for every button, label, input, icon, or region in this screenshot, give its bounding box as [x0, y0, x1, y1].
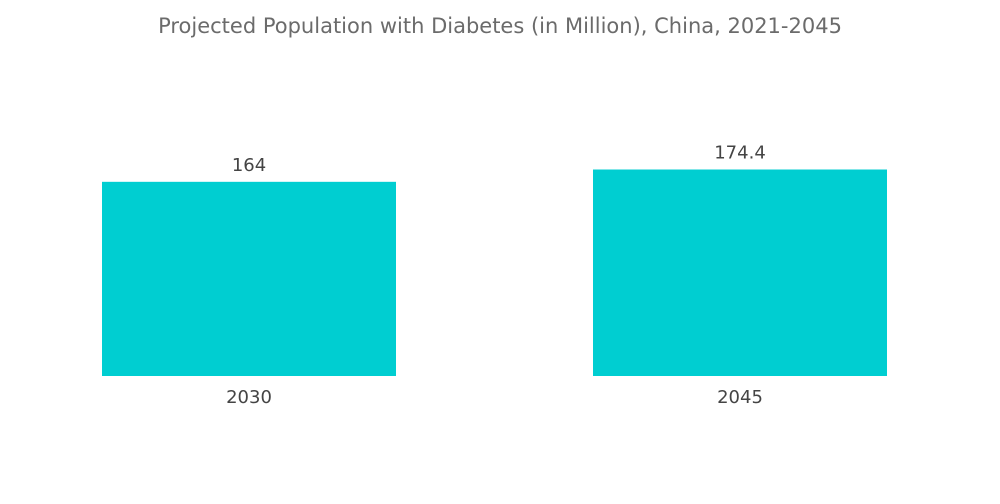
labels-layer: 164 2030 174.4 2045 — [226, 143, 766, 408]
value-label-2030: 164 — [232, 155, 266, 176]
category-label-2030: 2030 — [226, 387, 272, 408]
bar-2030 — [102, 181, 396, 376]
category-label-2045: 2045 — [717, 387, 763, 408]
chart-title: Projected Population with Diabetes (in M… — [158, 14, 842, 38]
bar-2045 — [593, 169, 887, 376]
bars-layer — [102, 169, 887, 376]
value-label-2045: 174.4 — [714, 143, 766, 164]
